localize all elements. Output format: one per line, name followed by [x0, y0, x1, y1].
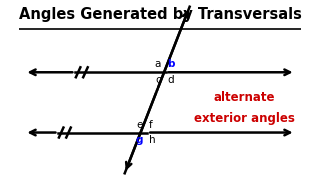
Text: c: c — [156, 75, 161, 85]
Text: exterior angles: exterior angles — [194, 112, 295, 125]
Text: e: e — [136, 120, 143, 130]
Text: f: f — [149, 120, 153, 130]
Text: g: g — [135, 135, 143, 145]
Text: b: b — [167, 59, 175, 69]
Text: h: h — [149, 135, 156, 145]
Text: Angles Generated by Transversals: Angles Generated by Transversals — [19, 7, 301, 22]
Text: alternate: alternate — [214, 91, 276, 104]
Text: d: d — [167, 75, 174, 85]
Text: a: a — [155, 59, 161, 69]
